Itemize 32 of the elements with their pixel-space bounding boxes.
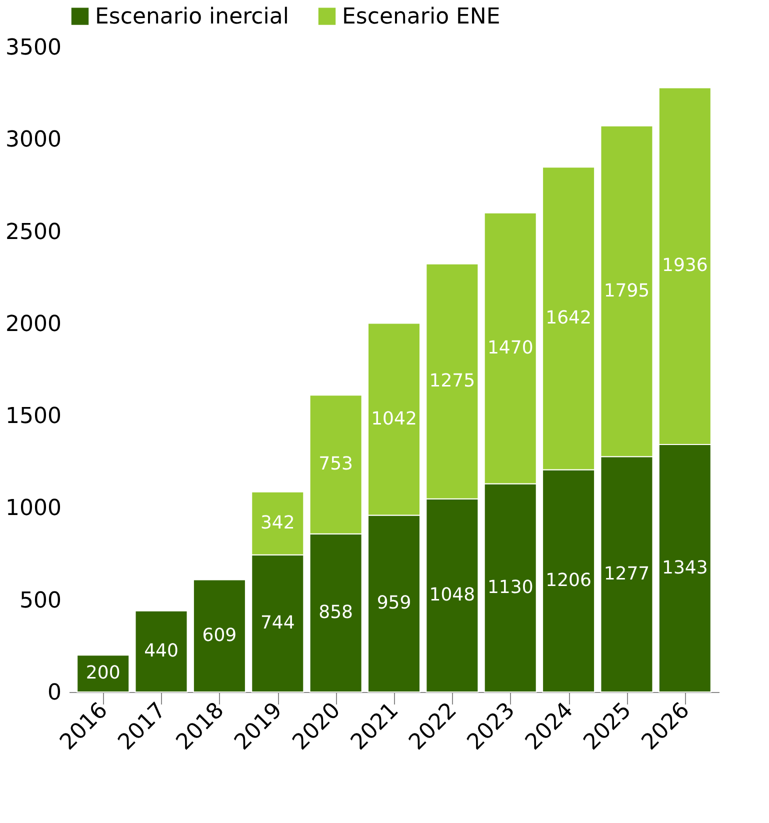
legend-label: Escenario inercial [95, 4, 289, 30]
data-label: 858 [318, 602, 353, 623]
y-tick-label: 2000 [6, 312, 62, 337]
data-label: 1343 [662, 557, 708, 578]
data-label: 440 [144, 640, 178, 662]
y-tick-label: 0 [48, 680, 62, 706]
data-label: 1042 [371, 408, 417, 430]
data-label: 1936 [662, 255, 708, 276]
data-label: 1275 [429, 370, 476, 392]
bar [76, 654, 130, 692]
data-label: 200 [86, 662, 120, 684]
y-tick-label: 1000 [6, 496, 62, 522]
y-tick-label: 1500 [6, 404, 62, 430]
legend-label: Escenario ENE [342, 4, 500, 30]
y-tick-label: 2500 [6, 220, 62, 245]
data-label: 1642 [546, 307, 592, 328]
data-label: 1048 [429, 584, 476, 606]
y-tick-label: 500 [20, 588, 62, 614]
data-label: 753 [318, 454, 353, 474]
data-label: 342 [260, 512, 295, 534]
data-label: 1130 [487, 576, 534, 598]
bar [134, 610, 188, 692]
data-label: 1277 [604, 563, 650, 584]
y-tick-label: 3000 [6, 128, 62, 153]
data-label: 1206 [546, 570, 592, 591]
data-label: 744 [260, 612, 295, 634]
data-label: 959 [376, 592, 412, 614]
data-label: 609 [202, 624, 237, 646]
bar [192, 579, 246, 692]
data-label: 1470 [487, 337, 534, 358]
data-label: 1795 [604, 280, 650, 302]
y-tick-label: 3500 [6, 36, 62, 60]
